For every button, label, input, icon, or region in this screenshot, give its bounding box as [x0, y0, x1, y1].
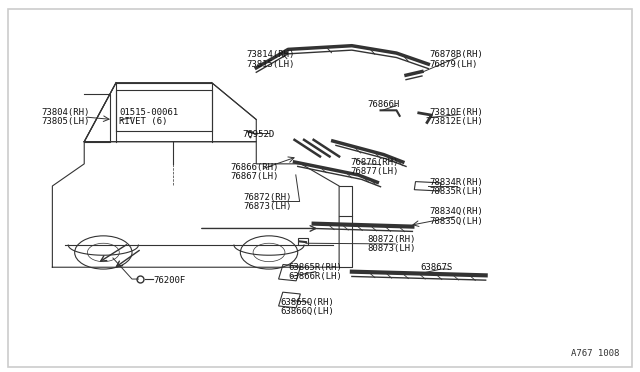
Text: 63866R(LH): 63866R(LH) [288, 272, 342, 281]
Text: 78834Q(RH): 78834Q(RH) [429, 207, 483, 217]
Text: 76866H: 76866H [368, 100, 400, 109]
Text: 63867S: 63867S [420, 263, 453, 272]
Text: 76952D: 76952D [243, 130, 275, 139]
Bar [278, 292, 300, 308]
Text: 63866Q(LH): 63866Q(LH) [280, 307, 334, 316]
Text: 63865Q(RH): 63865Q(RH) [280, 298, 334, 307]
Text: 80872(RH): 80872(RH) [368, 235, 416, 244]
Text: 63865R(RH): 63865R(RH) [288, 263, 342, 272]
Text: 76878B(RH): 76878B(RH) [429, 51, 483, 60]
Text: 78835Q(LH): 78835Q(LH) [429, 217, 483, 225]
Bar [278, 264, 301, 281]
Text: 76867(LH): 76867(LH) [231, 172, 279, 181]
Text: 76873(LH): 76873(LH) [244, 202, 292, 211]
Text: A767 1008: A767 1008 [571, 349, 620, 358]
Text: 01515-00061: 01515-00061 [119, 108, 179, 117]
Text: 73815(LH): 73815(LH) [246, 60, 295, 69]
Text: 78834R(RH): 78834R(RH) [429, 178, 483, 187]
Text: RIVET (6): RIVET (6) [119, 117, 168, 126]
Text: 73812E(LH): 73812E(LH) [429, 117, 483, 126]
Text: 76879(LH): 76879(LH) [429, 60, 478, 69]
Text: 76872(RH): 76872(RH) [244, 193, 292, 202]
Text: 78835R(LH): 78835R(LH) [429, 187, 483, 196]
Text: 73804(RH): 73804(RH) [41, 108, 89, 117]
Text: 76876(RH): 76876(RH) [351, 157, 399, 167]
Bar [414, 182, 441, 191]
Text: 76866(RH): 76866(RH) [231, 163, 279, 172]
Text: 76877(LH): 76877(LH) [351, 167, 399, 176]
Text: 80873(LH): 80873(LH) [368, 244, 416, 253]
Bar [298, 238, 308, 245]
Text: 73814(RH): 73814(RH) [246, 51, 295, 60]
Text: 76200F: 76200F [153, 276, 186, 285]
Text: 73810E(RH): 73810E(RH) [429, 108, 483, 117]
Text: 73805(LH): 73805(LH) [41, 117, 89, 126]
